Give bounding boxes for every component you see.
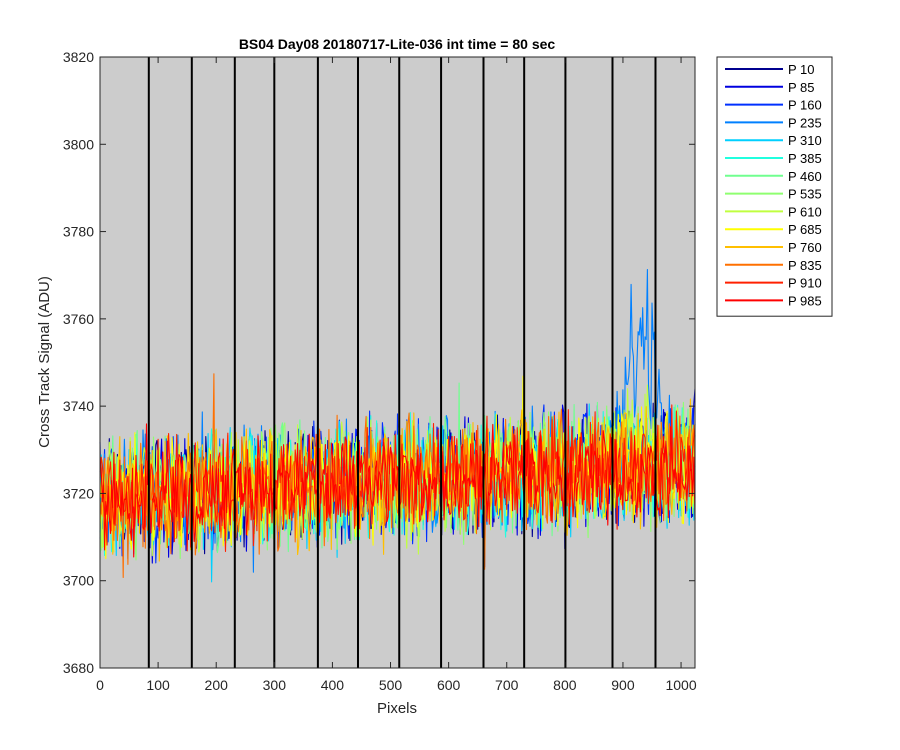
legend-box xyxy=(716,56,833,317)
x-tick-label: 500 xyxy=(379,677,403,693)
x-tick-label: 300 xyxy=(263,677,287,693)
y-tick-label: 3680 xyxy=(63,660,94,676)
axes: 0 100 200 300 400 500 600 700 800 900 1000 3680 3700… xyxy=(63,49,697,693)
y-tick-label: 3700 xyxy=(63,573,94,589)
legend-entry-label: P 610 xyxy=(788,204,822,219)
legend: P 10 P 85 P 160 P 235 P 310 P 385 P 460 P 535 P … xyxy=(716,56,833,317)
y-axis-label: Cross Track Signal (ADU) xyxy=(36,276,53,448)
legend-entry-label: P 160 xyxy=(788,98,822,113)
legend-entry-label: P 535 xyxy=(788,187,822,202)
x-axis-label: Pixels xyxy=(377,700,417,717)
legend-entry-label: P 835 xyxy=(788,258,822,273)
series-layer xyxy=(99,268,696,583)
x-tick-label: 600 xyxy=(437,677,461,693)
y-tick-label: 3780 xyxy=(63,224,94,240)
x-tick-label: 100 xyxy=(146,677,170,693)
x-tick-label: 1000 xyxy=(665,677,696,693)
y-tick-label: 3820 xyxy=(63,49,94,65)
chart-title: BS04 Day08 20180717-Lite-036 int time = … xyxy=(239,36,556,52)
legend-entry-label: P 85 xyxy=(788,80,815,95)
legend-entry-label: P 910 xyxy=(788,276,822,291)
legend-entry-label: P 235 xyxy=(788,115,822,130)
legend-entry-label: P 385 xyxy=(788,151,822,166)
legend-entry-label: P 460 xyxy=(788,169,822,184)
x-tick-label: 800 xyxy=(553,677,577,693)
y-tick-label: 3760 xyxy=(63,311,94,327)
legend-entry-label: P 10 xyxy=(788,62,815,77)
plot-area xyxy=(100,57,695,668)
series-line-p-985 xyxy=(99,423,696,558)
legend-entry-label: P 310 xyxy=(788,133,822,148)
x-tick-label: 0 xyxy=(96,677,104,693)
x-tick-label: 700 xyxy=(495,677,519,693)
segment-boundaries xyxy=(147,57,657,668)
legend-entry-label: P 685 xyxy=(788,222,822,237)
y-tick-label: 3740 xyxy=(63,398,94,414)
x-tick-label: 400 xyxy=(321,677,345,693)
plot-frame xyxy=(99,56,696,669)
x-tick-label: 200 xyxy=(205,677,229,693)
y-tick-label: 3720 xyxy=(63,485,94,501)
legend-entry-label: P 760 xyxy=(788,240,822,255)
y-tick-label: 3800 xyxy=(63,136,94,152)
x-tick-label: 900 xyxy=(611,677,635,693)
legend-entry-label: P 985 xyxy=(788,293,822,308)
